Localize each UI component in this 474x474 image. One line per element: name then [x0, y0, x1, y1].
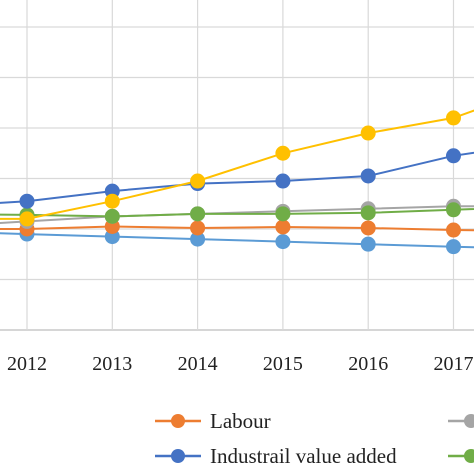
series-lines [0, 109, 474, 249]
series-line [0, 225, 474, 232]
x-tick-label: 2014 [178, 353, 218, 375]
data-point [190, 173, 206, 189]
legend: Labour Industrail value added [155, 409, 474, 468]
data-point [446, 239, 461, 255]
legend-swatch-marker [464, 449, 474, 463]
x-tick-label: 2012 [7, 353, 47, 375]
legend-swatch-marker [171, 414, 185, 428]
data-point [446, 222, 461, 238]
data-point [190, 206, 206, 222]
series-line [0, 151, 474, 204]
data-point [360, 220, 376, 236]
legend-label: Industrail value added [210, 444, 397, 468]
x-tick-label: 2013 [92, 353, 132, 375]
data-point [104, 193, 120, 209]
legend-label: Labour [210, 409, 271, 433]
data-point [360, 168, 376, 184]
x-tick-label: 2017 [434, 353, 474, 375]
data-point [360, 236, 376, 252]
data-point [275, 145, 291, 161]
data-point [104, 208, 120, 224]
data-points [19, 110, 461, 255]
data-point [446, 202, 461, 218]
legend-swatch-marker [171, 449, 185, 463]
data-point [275, 173, 291, 189]
grid [0, 0, 474, 331]
data-point [19, 211, 35, 227]
data-point [275, 206, 291, 222]
data-point [446, 110, 461, 126]
data-point [190, 220, 206, 236]
data-point [360, 125, 376, 141]
series-line [0, 109, 474, 220]
legend-swatch-marker [464, 414, 474, 428]
data-point [275, 234, 291, 250]
x-tick-label: 2016 [348, 353, 388, 375]
data-point [360, 205, 376, 221]
series-line [0, 232, 474, 249]
data-point [446, 148, 461, 164]
x-axis: 2012 2013 2014 2015 2016 2017 [7, 353, 474, 375]
x-tick-label: 2015 [263, 353, 303, 375]
data-point [275, 219, 291, 235]
data-point [19, 193, 35, 209]
series-line [0, 205, 474, 225]
